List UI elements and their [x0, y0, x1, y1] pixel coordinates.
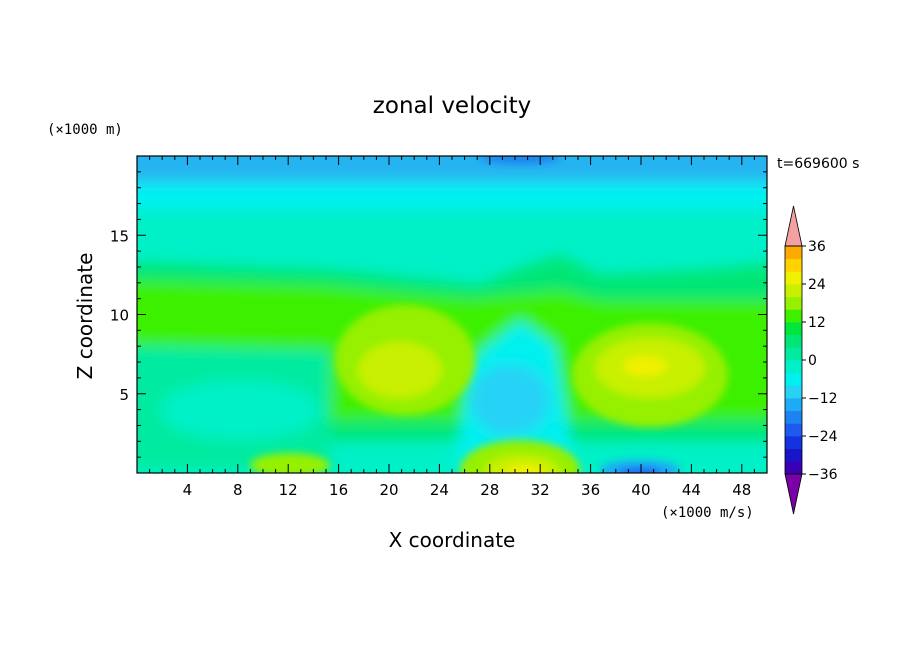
- lower-left-cyan: [160, 380, 320, 440]
- x-tick-label: 16: [329, 481, 348, 499]
- colorbar-tick-label: 36: [808, 239, 826, 255]
- colorbar: 36 24 12 0 −12 −24 −36: [784, 205, 838, 515]
- colorbar-tick-label: 24: [808, 277, 826, 293]
- negative-top-core: [480, 156, 560, 164]
- colorbar-segment: [785, 322, 802, 336]
- y-axis-ticks: 5 10 15: [110, 171, 767, 458]
- positive-bottom-inner: [484, 455, 560, 473]
- x-tick-label: 44: [682, 481, 701, 499]
- x-tick-label: 12: [279, 481, 298, 499]
- colorbar-segment: [785, 296, 802, 310]
- colorbar-tick-label: 12: [808, 315, 826, 331]
- x-tick-label: 20: [379, 481, 398, 499]
- central-cyan-core: [470, 365, 550, 435]
- colorbar-tick-label: −36: [808, 467, 838, 483]
- colorbar-segment: [785, 461, 802, 475]
- colorbar-min-arrow: [784, 473, 803, 515]
- y-tick-label: 15: [110, 227, 129, 245]
- time-label: t=669600 s: [777, 156, 859, 172]
- colorbar-segment: [785, 372, 802, 386]
- x-tick-label: 4: [183, 481, 193, 499]
- y-axis-label: Z coordinate: [73, 253, 97, 380]
- colorbar-segment: [785, 334, 802, 348]
- x-axis-ticks: 4 8 12 16 20 24 28 32 36 40 44 48: [149, 156, 755, 499]
- colorbar-segment: [785, 423, 802, 437]
- x-tick-label: 32: [531, 481, 550, 499]
- band-cyan-upper: [137, 182, 767, 210]
- x-tick-label: 8: [233, 481, 243, 499]
- colorbar-segment: [785, 385, 802, 399]
- colorbar-tick-label: −12: [808, 391, 838, 407]
- bottom-left-yellowgreen: [250, 453, 330, 473]
- positive-right-core: [623, 356, 667, 376]
- colorbar-unit-label: (×1000 m/s): [661, 505, 754, 521]
- colorbar-tick-label: 0: [808, 353, 817, 369]
- band-top-blue: [137, 156, 767, 185]
- colorbar-segment: [785, 360, 802, 374]
- chart-title: zonal velocity: [373, 93, 531, 119]
- y-tick-label: 10: [110, 307, 129, 325]
- colorbar-segment: [785, 410, 802, 424]
- contour-field: [137, 156, 767, 473]
- y-tick-label: 5: [119, 386, 129, 404]
- x-tick-label: 36: [581, 481, 600, 499]
- colorbar-segment: [785, 258, 802, 272]
- colorbar-segment: [785, 347, 802, 361]
- colorbar-segment: [785, 309, 802, 323]
- negative-bottom-core: [618, 468, 662, 473]
- x-tick-label: 48: [732, 481, 751, 499]
- colorbar-segment: [785, 398, 802, 412]
- colorbar-tick-label: −24: [808, 429, 838, 445]
- negative-bottom-outer: [600, 460, 680, 473]
- x-tick-label: 28: [480, 481, 499, 499]
- colorbar-max-arrow: [784, 205, 803, 247]
- colorbar-segment: [785, 436, 802, 450]
- positive-left-inner: [358, 342, 442, 398]
- x-tick-label: 40: [631, 481, 650, 499]
- colorbar-segment: [785, 271, 802, 285]
- colorbar-segment: [785, 448, 802, 462]
- colorbar-segment: [785, 246, 802, 260]
- x-axis-label: X coordinate: [389, 528, 516, 552]
- x-tick-label: 24: [430, 481, 449, 499]
- y-unit-label: (×1000 m): [47, 122, 123, 138]
- colorbar-segment: [785, 284, 802, 298]
